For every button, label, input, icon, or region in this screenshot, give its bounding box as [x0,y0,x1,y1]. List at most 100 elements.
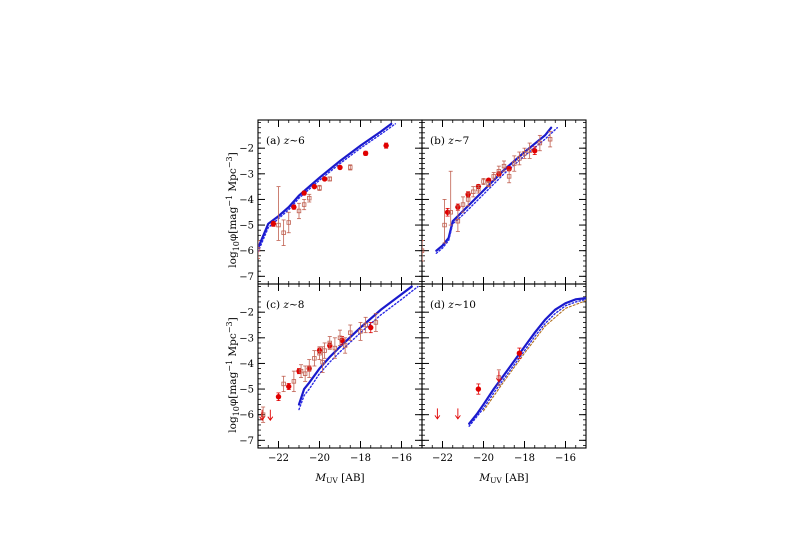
panel-b: (b) z∼7 [421,119,587,285]
data-point-filled [383,142,389,149]
data-point-open [460,202,466,207]
data-point-open [291,379,297,384]
data-point-filled [311,183,318,190]
model-dotted-line [298,285,419,411]
data-point-open [296,208,302,214]
model-dashed-line [482,300,586,412]
model-dotted-line [258,123,397,253]
data-point-open [348,330,353,335]
data-point-open [491,174,496,179]
data-point-open [486,181,491,187]
data-point-open [506,174,512,179]
y-axis-label: log10φ[mag−1 Mpc−3] [225,152,241,267]
panel-c: −22 −20 −18 −16 −2 −3 −4 −5 −6 −7 (c) z∼8 [239,283,423,464]
panel-data [434,296,586,427]
data-point-open [522,151,527,156]
panel-data [258,122,397,259]
panel-data [422,126,558,262]
y-tick-label: −6 [239,246,254,257]
data-point-filled [321,176,328,182]
data-point-filled [368,324,374,331]
data-point-open [537,140,543,146]
data-point-filled [532,148,538,154]
data-point-open [448,210,453,215]
y-tick-label: −5 [239,385,254,396]
data-point-open [317,350,322,356]
y-tick-label: −5 [239,221,254,232]
y-tick-label: −7 [239,436,254,447]
data-point-open [512,161,517,166]
x-tick-label: −20 [473,453,494,464]
data-point-open [363,322,368,328]
panel-label: (d) z∼10 [430,299,476,311]
data-point-open [301,202,307,207]
data-point-open [307,195,312,201]
upper-limit-arrow-head [455,415,461,420]
data-point-open [260,412,266,417]
y-tick-label: −3 [239,333,254,344]
y-axis-label-lower: log10φ[mag−1 Mpc−3] [225,317,241,432]
data-point-open [358,329,363,334]
data-point-open [481,179,486,184]
data-point-open [547,137,553,142]
y-tick-label: −6 [239,410,254,421]
x-axis-label-right: MUV [AB] [478,472,528,485]
y-tick-label: −3 [239,169,254,180]
data-point-open [258,247,261,252]
data-point-open [307,366,312,371]
y-axis-label-sub: 10 [232,241,241,251]
upper-limit-arrow-head [496,377,502,383]
data-point-open [327,340,332,346]
y-tick-label: −2 [239,144,254,155]
x-tick-label: −22 [268,453,289,464]
x-tick-label: −22 [432,453,453,464]
panel-label: (b) z∼7 [430,135,469,147]
data-point-open [320,359,325,365]
data-point-open [332,345,338,351]
upper-limit-arrow-head [259,416,265,421]
data-point-filled [291,204,297,210]
data-point-open [465,197,471,202]
model-solid-line [468,296,586,425]
data-point-open [442,222,447,228]
data-point-open [276,222,281,228]
x-tick-label: −18 [514,453,535,464]
data-point-open [302,371,308,376]
y-tick-label: −4 [239,359,254,370]
data-point-open [348,165,353,170]
data-point-filled [516,350,523,356]
data-point-open [317,185,322,191]
data-point-open [286,220,291,225]
panel-d: −22 −20 −18 −16 (d) z∼10 [421,283,587,464]
data-point-open [471,189,476,194]
model-solid-line [258,122,393,250]
data-point-open [476,186,481,192]
data-point-filled [337,164,343,171]
data-point-open [281,230,286,235]
data-point-open [373,320,379,325]
model-dotted-line [468,298,586,427]
data-point-open [422,248,425,253]
x-tick-label: −20 [309,453,330,464]
data-point-open [312,356,317,361]
data-point-filled [270,221,277,227]
data-point-open [496,169,502,174]
data-point-filled [286,383,292,390]
data-point-open [517,156,522,161]
data-point-filled [339,337,345,344]
model-dotted-line [435,126,558,254]
data-point-filled [275,394,282,400]
x-tick-label: −16 [555,453,576,464]
data-point-open [527,148,532,153]
panel-label: (a) z∼6 [266,135,305,147]
data-point-open [501,163,507,169]
x-axis-label-left: MUV [AB] [314,472,364,485]
x-tick-label: −16 [391,453,412,464]
panel-data [259,285,419,423]
data-point-open [281,381,286,387]
panels-group: −2−3−4−5−6−7(a) z∼6 (b) z∼7−22 −20 −18 −16−2… [239,119,587,464]
data-point-open [322,348,327,353]
panel-label: (c) z∼8 [266,299,304,311]
upper-limit-arrow-head [434,415,441,420]
